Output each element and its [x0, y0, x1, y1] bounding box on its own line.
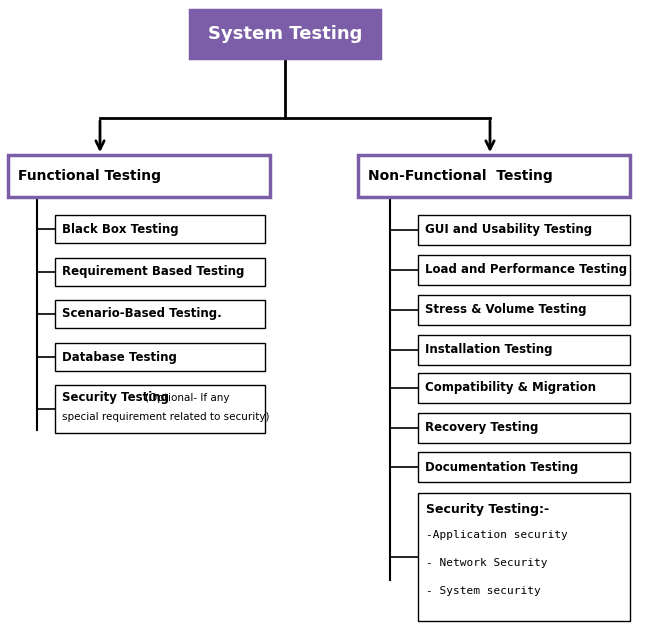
Bar — [418, 413, 630, 443]
Text: special requirement related to security): special requirement related to security) — [62, 412, 269, 422]
Text: Documentation Testing: Documentation Testing — [425, 460, 578, 474]
Bar — [418, 215, 630, 245]
Text: System Testing: System Testing — [208, 25, 362, 43]
Text: Installation Testing: Installation Testing — [425, 344, 553, 356]
Text: Security Testing:-: Security Testing:- — [426, 503, 549, 515]
Text: Database Testing: Database Testing — [62, 351, 177, 363]
Text: Black Box Testing: Black Box Testing — [62, 222, 179, 235]
Text: Load and Performance Testing: Load and Performance Testing — [425, 263, 627, 276]
Text: - System security: - System security — [426, 586, 541, 596]
Text: Recovery Testing: Recovery Testing — [425, 422, 538, 435]
Bar — [418, 373, 630, 403]
Bar — [55, 343, 265, 371]
Bar — [418, 452, 630, 482]
Bar — [418, 295, 630, 325]
Bar — [418, 335, 630, 365]
Text: Requirement Based Testing: Requirement Based Testing — [62, 265, 244, 278]
Bar — [55, 258, 265, 286]
Text: Non-Functional  Testing: Non-Functional Testing — [368, 169, 553, 183]
Text: (Optional- If any: (Optional- If any — [145, 393, 229, 403]
Bar — [418, 255, 630, 285]
Bar — [8, 155, 270, 197]
Text: GUI and Usability Testing: GUI and Usability Testing — [425, 224, 592, 237]
Bar — [190, 10, 380, 58]
Bar — [55, 300, 265, 328]
Bar — [55, 385, 265, 433]
Text: Security Testing: Security Testing — [62, 392, 169, 404]
Text: Compatibility & Migration: Compatibility & Migration — [425, 381, 596, 394]
Bar — [418, 493, 630, 621]
Text: Stress & Volume Testing: Stress & Volume Testing — [425, 303, 587, 317]
Text: Functional Testing: Functional Testing — [18, 169, 161, 183]
Bar — [55, 215, 265, 243]
Bar — [358, 155, 630, 197]
Text: - Network Security: - Network Security — [426, 558, 547, 568]
Text: -Application security: -Application security — [426, 530, 568, 540]
Text: Scenario-Based Testing.: Scenario-Based Testing. — [62, 308, 222, 320]
